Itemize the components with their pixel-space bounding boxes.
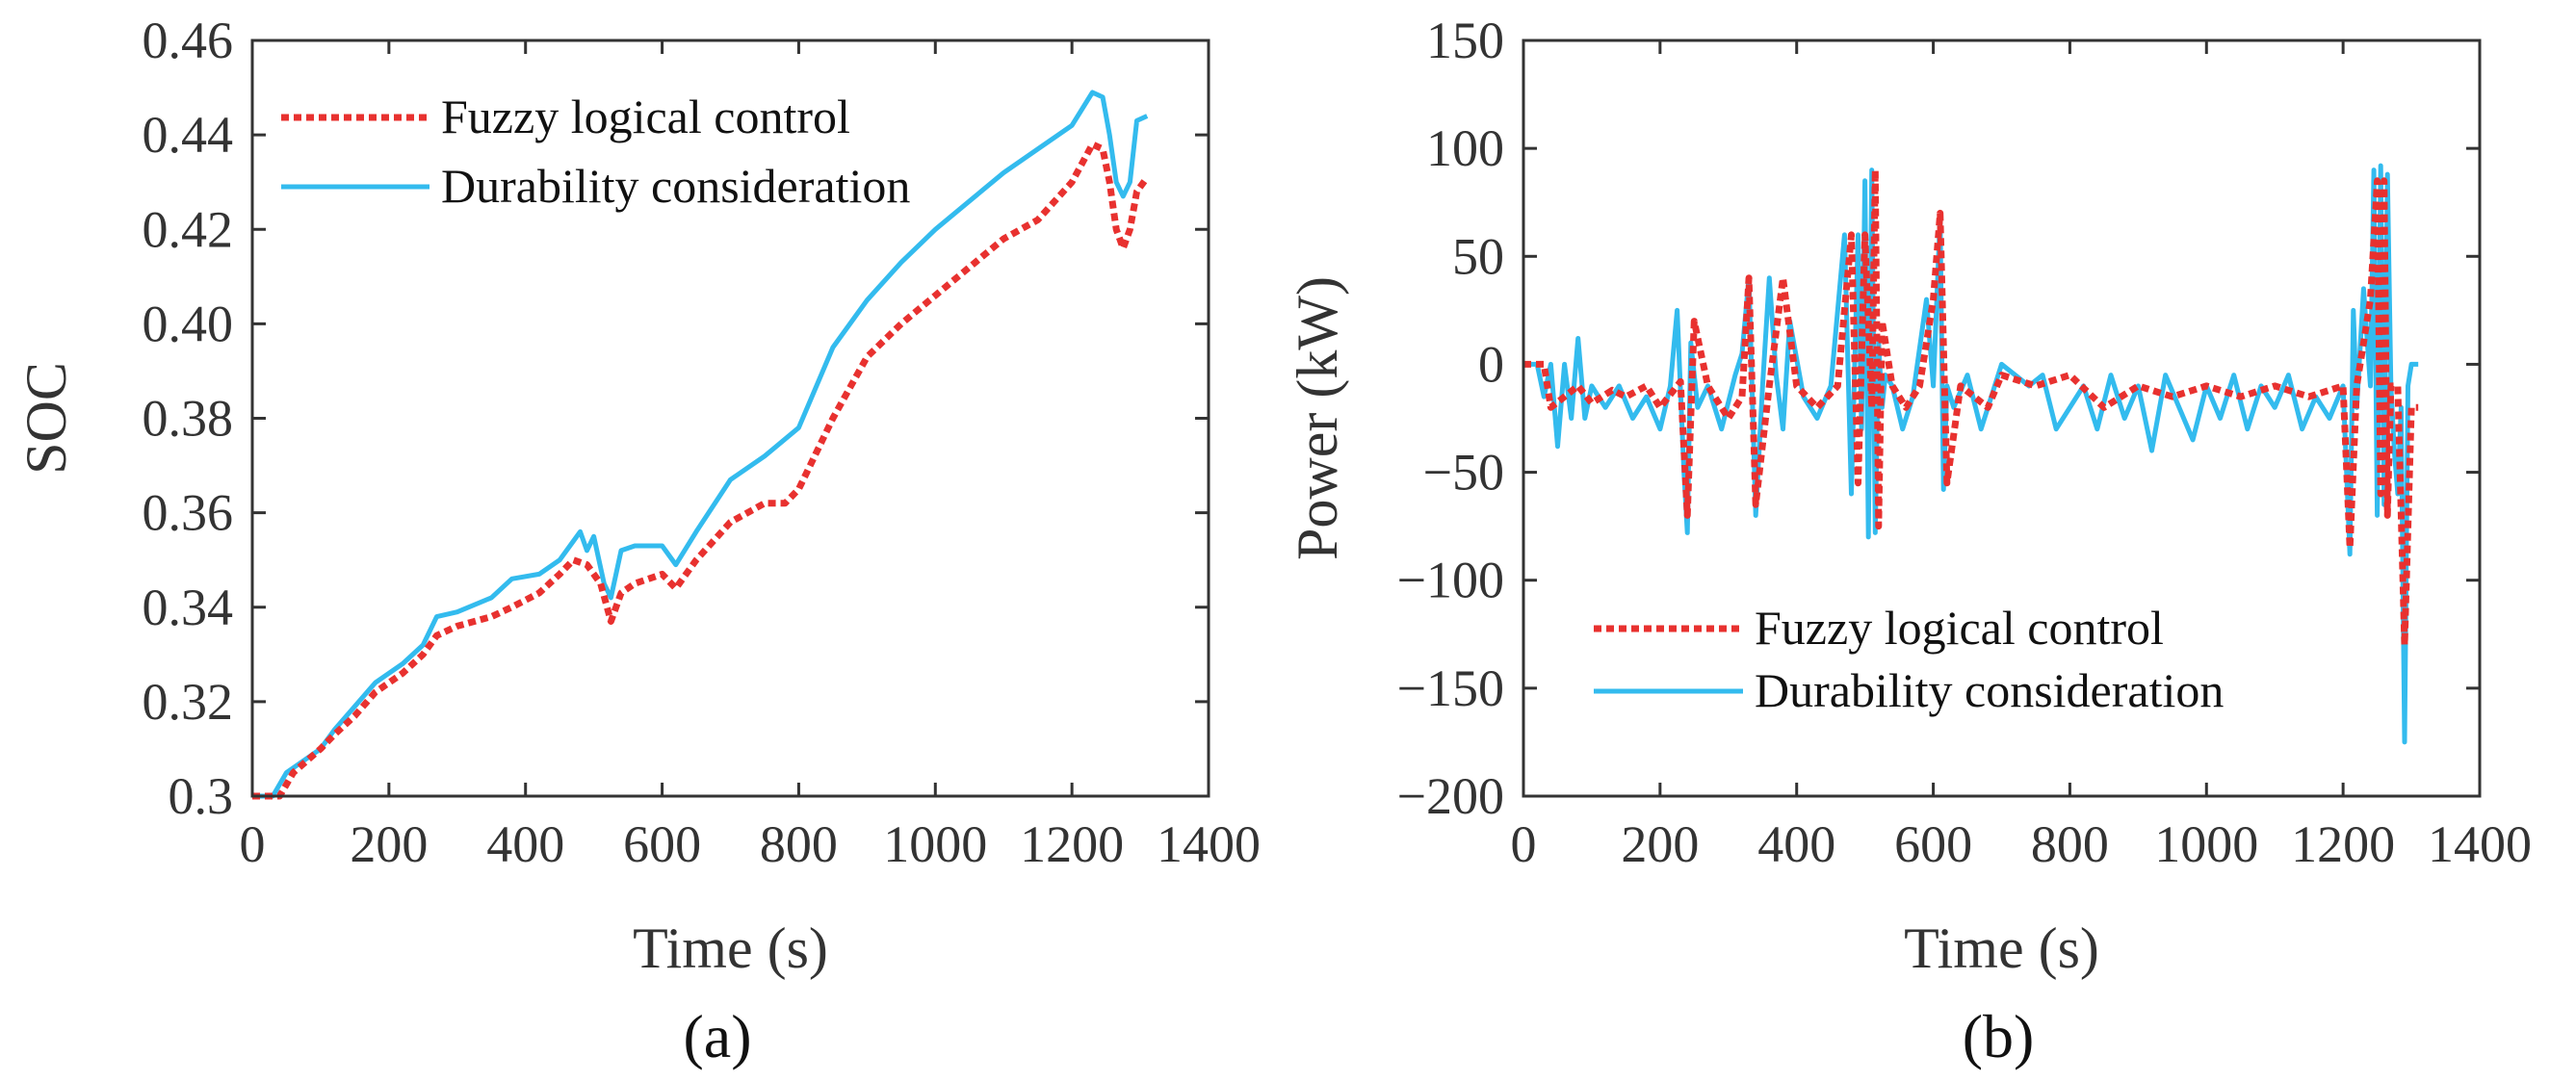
panel-b-ticks: 0 200 400 600 800 1000 1200 1400−200−150−100−50… [1397,12,2532,873]
panel-a-y-tick-label: 0.34 [143,579,234,636]
panel-b-x-tick-label: 600 [1894,815,1972,873]
panel-a-legend-label-durability: Durability consideration [441,159,910,213]
panel-a-series-durability-line [252,90,1149,799]
panel-a-y-tick-label: 0.44 [143,106,234,164]
panel-b-y-tick-label: −100 [1397,552,1504,609]
panel-a-x-tick-label: 400 [486,815,564,873]
panel-a-y-axis-label: SOC [14,362,78,475]
panel-b-series-fuzzy-line [1523,167,2419,649]
panel-b-legend-label-fuzzy: Fuzzy logical control [1755,601,2164,655]
panel-b-axes-frame [1522,39,2482,798]
panel-a-x-tick-label: 800 [760,815,838,873]
panel-b-series [1523,163,2419,745]
panel-a-series-fuzzy-line [252,141,1151,800]
panel-a-y-tick-label: 0.36 [143,484,234,542]
panel-a-legend-label-fuzzy: Fuzzy logical control [441,90,850,143]
panel-a-y-tick-label: 0.42 [143,200,234,258]
panel-b-y-tick-label: 50 [1452,227,1504,285]
panel-a-y-tick-label: 0.3 [169,767,234,825]
panel-b-x-tick-label: 0 [1511,815,1537,873]
panel-b-x-tick-label: 1200 [2291,815,2395,873]
panel-b-x-tick-label: 1000 [2154,815,2258,873]
panel-a-legend: Fuzzy logical control Durability conside… [281,90,910,213]
panel-b-x-axis-label: Time (s) [1904,916,2099,980]
panel-a-axes-frame [250,39,1210,798]
panel-a-caption: (a) [683,1002,751,1070]
panel-b-y-tick-label: 100 [1426,119,1504,177]
panel-b-legend-label-durability: Durability consideration [1755,663,2224,717]
panel-a-x-tick-label: 600 [623,815,701,873]
panel-b-y-tick-label: 0 [1478,335,1504,393]
panel-b: 0 200 400 600 800 1000 1200 1400−200−150−100−50… [1286,12,2532,1070]
panel-a-series [252,90,1151,800]
panel-b-x-tick-label: 400 [1757,815,1835,873]
panel-b-x-tick-label: 1400 [2428,815,2532,873]
panel-a: 0 200 400 600 800 1000 1200 1400 0.3 0.32 0.34 0.36… [14,12,1261,1070]
panel-a-y-tick-label: 0.46 [143,12,234,69]
panel-b-legend: Fuzzy logical control Durability conside… [1594,601,2224,717]
panel-b-y-tick-label: 150 [1426,12,1504,69]
panel-b-x-tick-label: 200 [1621,815,1699,873]
panel-a-y-tick-label: 0.40 [143,295,234,352]
panel-b-y-axis-label: Power (kW) [1286,276,1349,560]
panel-b-y-tick-label: −200 [1397,767,1504,825]
panel-a-ticks: 0 200 400 600 800 1000 1200 1400 0.3 0.32 0.34 0.36… [143,12,1262,873]
panel-a-x-tick-label: 1200 [1020,815,1124,873]
panel-a-x-tick-label: 0 [240,815,266,873]
panel-a-y-tick-label: 0.38 [143,390,234,448]
panel-a-y-tick-label: 0.32 [143,673,234,731]
panel-b-y-tick-label: −150 [1397,659,1504,717]
panel-a-x-axis-label: Time (s) [633,916,828,980]
panel-b-caption: (b) [1963,1002,2035,1070]
panel-a-x-tick-label: 1400 [1157,815,1261,873]
panel-b-y-tick-label: −50 [1423,444,1504,502]
panel-a-x-tick-label: 1000 [883,815,987,873]
panel-a-x-tick-label: 200 [350,815,428,873]
panel-b-x-tick-label: 800 [2031,815,2109,873]
